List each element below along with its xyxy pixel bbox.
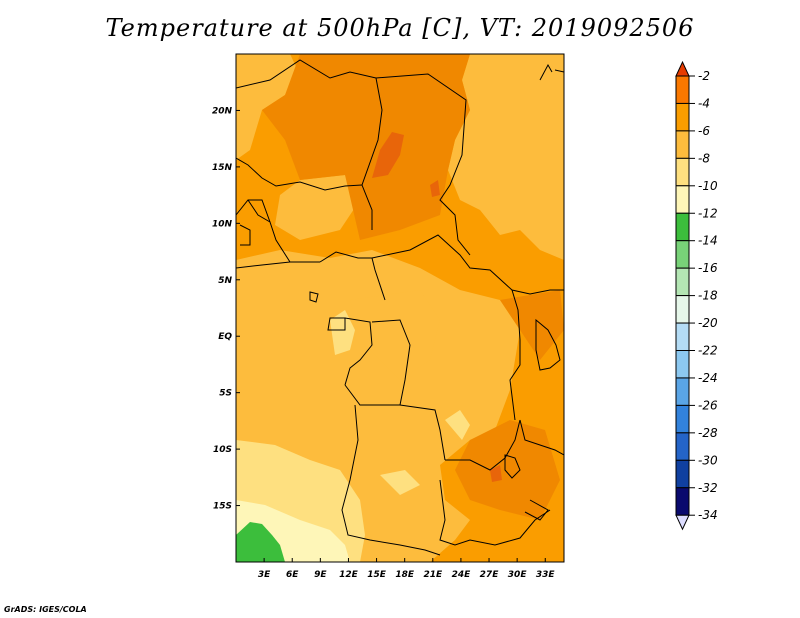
map-frame [235, 53, 565, 563]
colorbar-segment [675, 157, 690, 187]
field-region [330, 310, 355, 355]
colorbar-segment [675, 212, 690, 242]
x-tick-label: 3E [258, 570, 271, 580]
x-tick-label: 18E [395, 570, 415, 580]
field-region [455, 420, 560, 520]
field-region [445, 410, 470, 440]
field-region [372, 132, 404, 178]
colorbar-segment [675, 60, 690, 77]
colorbar-segment [675, 322, 690, 351]
colorbar-segment [675, 240, 690, 269]
colorbar-label: -22 [698, 344, 718, 358]
colorbar-segment [675, 514, 690, 531]
field-region [430, 180, 440, 197]
colorbar-label: -8 [698, 151, 710, 165]
colorbar-label: -2 [698, 69, 710, 83]
colorbar-segment [675, 432, 690, 461]
colorbar-segment [675, 130, 690, 159]
colorbar-label: -6 [698, 124, 710, 138]
colorbar: -2 -4 -6 -8 -10 -12 -14 -16 -18 -20 -22 -24 -26 -28 -3… [675, 60, 718, 531]
colorbar-label: -18 [698, 289, 718, 303]
x-tick-label: 27E [480, 570, 500, 580]
field-region [262, 54, 470, 240]
x-tick-label: 15E [367, 570, 387, 580]
y-tick-label: 20N [212, 106, 233, 116]
x-tick-label: 24E [452, 570, 472, 580]
colorbar-segment [675, 377, 690, 406]
x-tick-label: 9E [314, 570, 327, 580]
colorbar-label: -14 [698, 234, 718, 248]
colorbar-label: -30 [698, 453, 718, 467]
y-tick-label: 15S [213, 502, 232, 512]
x-axis: 3E 6E 9E 12E 15E 18E 21E 24E 27E 30E 33E [258, 558, 556, 580]
colorbar-label: -4 [698, 96, 710, 110]
chart-title: Temperature at 500hPa [C], VT: 201909250… [105, 14, 695, 42]
field-region [500, 290, 564, 360]
colorbar-label: -34 [698, 508, 718, 522]
colorbar-segment [675, 350, 690, 379]
colorbar-label: -24 [698, 371, 718, 385]
colorbar-label: -12 [698, 206, 718, 220]
colorbar-segment [675, 404, 690, 434]
colorbar-segment [675, 102, 690, 132]
grads-credit: GrADS: IGES/COLA [4, 605, 87, 614]
map-area [236, 54, 564, 562]
x-tick-label: 30E [508, 570, 528, 580]
field-region [490, 465, 502, 482]
colorbar-label: -20 [698, 316, 718, 330]
field-region [350, 290, 440, 380]
y-tick-label: 10S [213, 445, 232, 455]
field-region [380, 470, 420, 495]
x-tick-label: 33E [536, 570, 556, 580]
colorbar-segment [675, 267, 690, 297]
field-region [236, 54, 300, 160]
colorbar-segment [675, 75, 690, 104]
y-tick-label: 10N [212, 219, 233, 229]
y-tick-label: 5S [219, 389, 232, 399]
field-region [236, 522, 285, 562]
x-tick-label: 12E [339, 570, 359, 580]
colorbar-label: -28 [698, 426, 718, 440]
x-tick-label: 6E [286, 570, 299, 580]
colorbar-label: -26 [698, 398, 718, 412]
colorbar-segment [675, 185, 690, 214]
colorbar-segment [675, 459, 690, 489]
y-tick-label: EQ [218, 332, 232, 342]
colorbar-segment [675, 487, 690, 516]
y-tick-label: 15N [212, 163, 233, 173]
x-tick-label: 21E [423, 570, 443, 580]
colorbar-label: -10 [698, 179, 718, 193]
y-axis: 20N 15N 10N 5N EQ 5S 10S 15S [212, 106, 240, 512]
colorbar-label: -16 [698, 261, 718, 275]
y-tick-label: 5N [218, 276, 232, 286]
colorbar-label: -32 [698, 481, 718, 495]
colorbar-segment [675, 295, 690, 324]
field-region [448, 54, 564, 260]
country-borders [236, 59, 564, 556]
field-region [275, 175, 360, 240]
